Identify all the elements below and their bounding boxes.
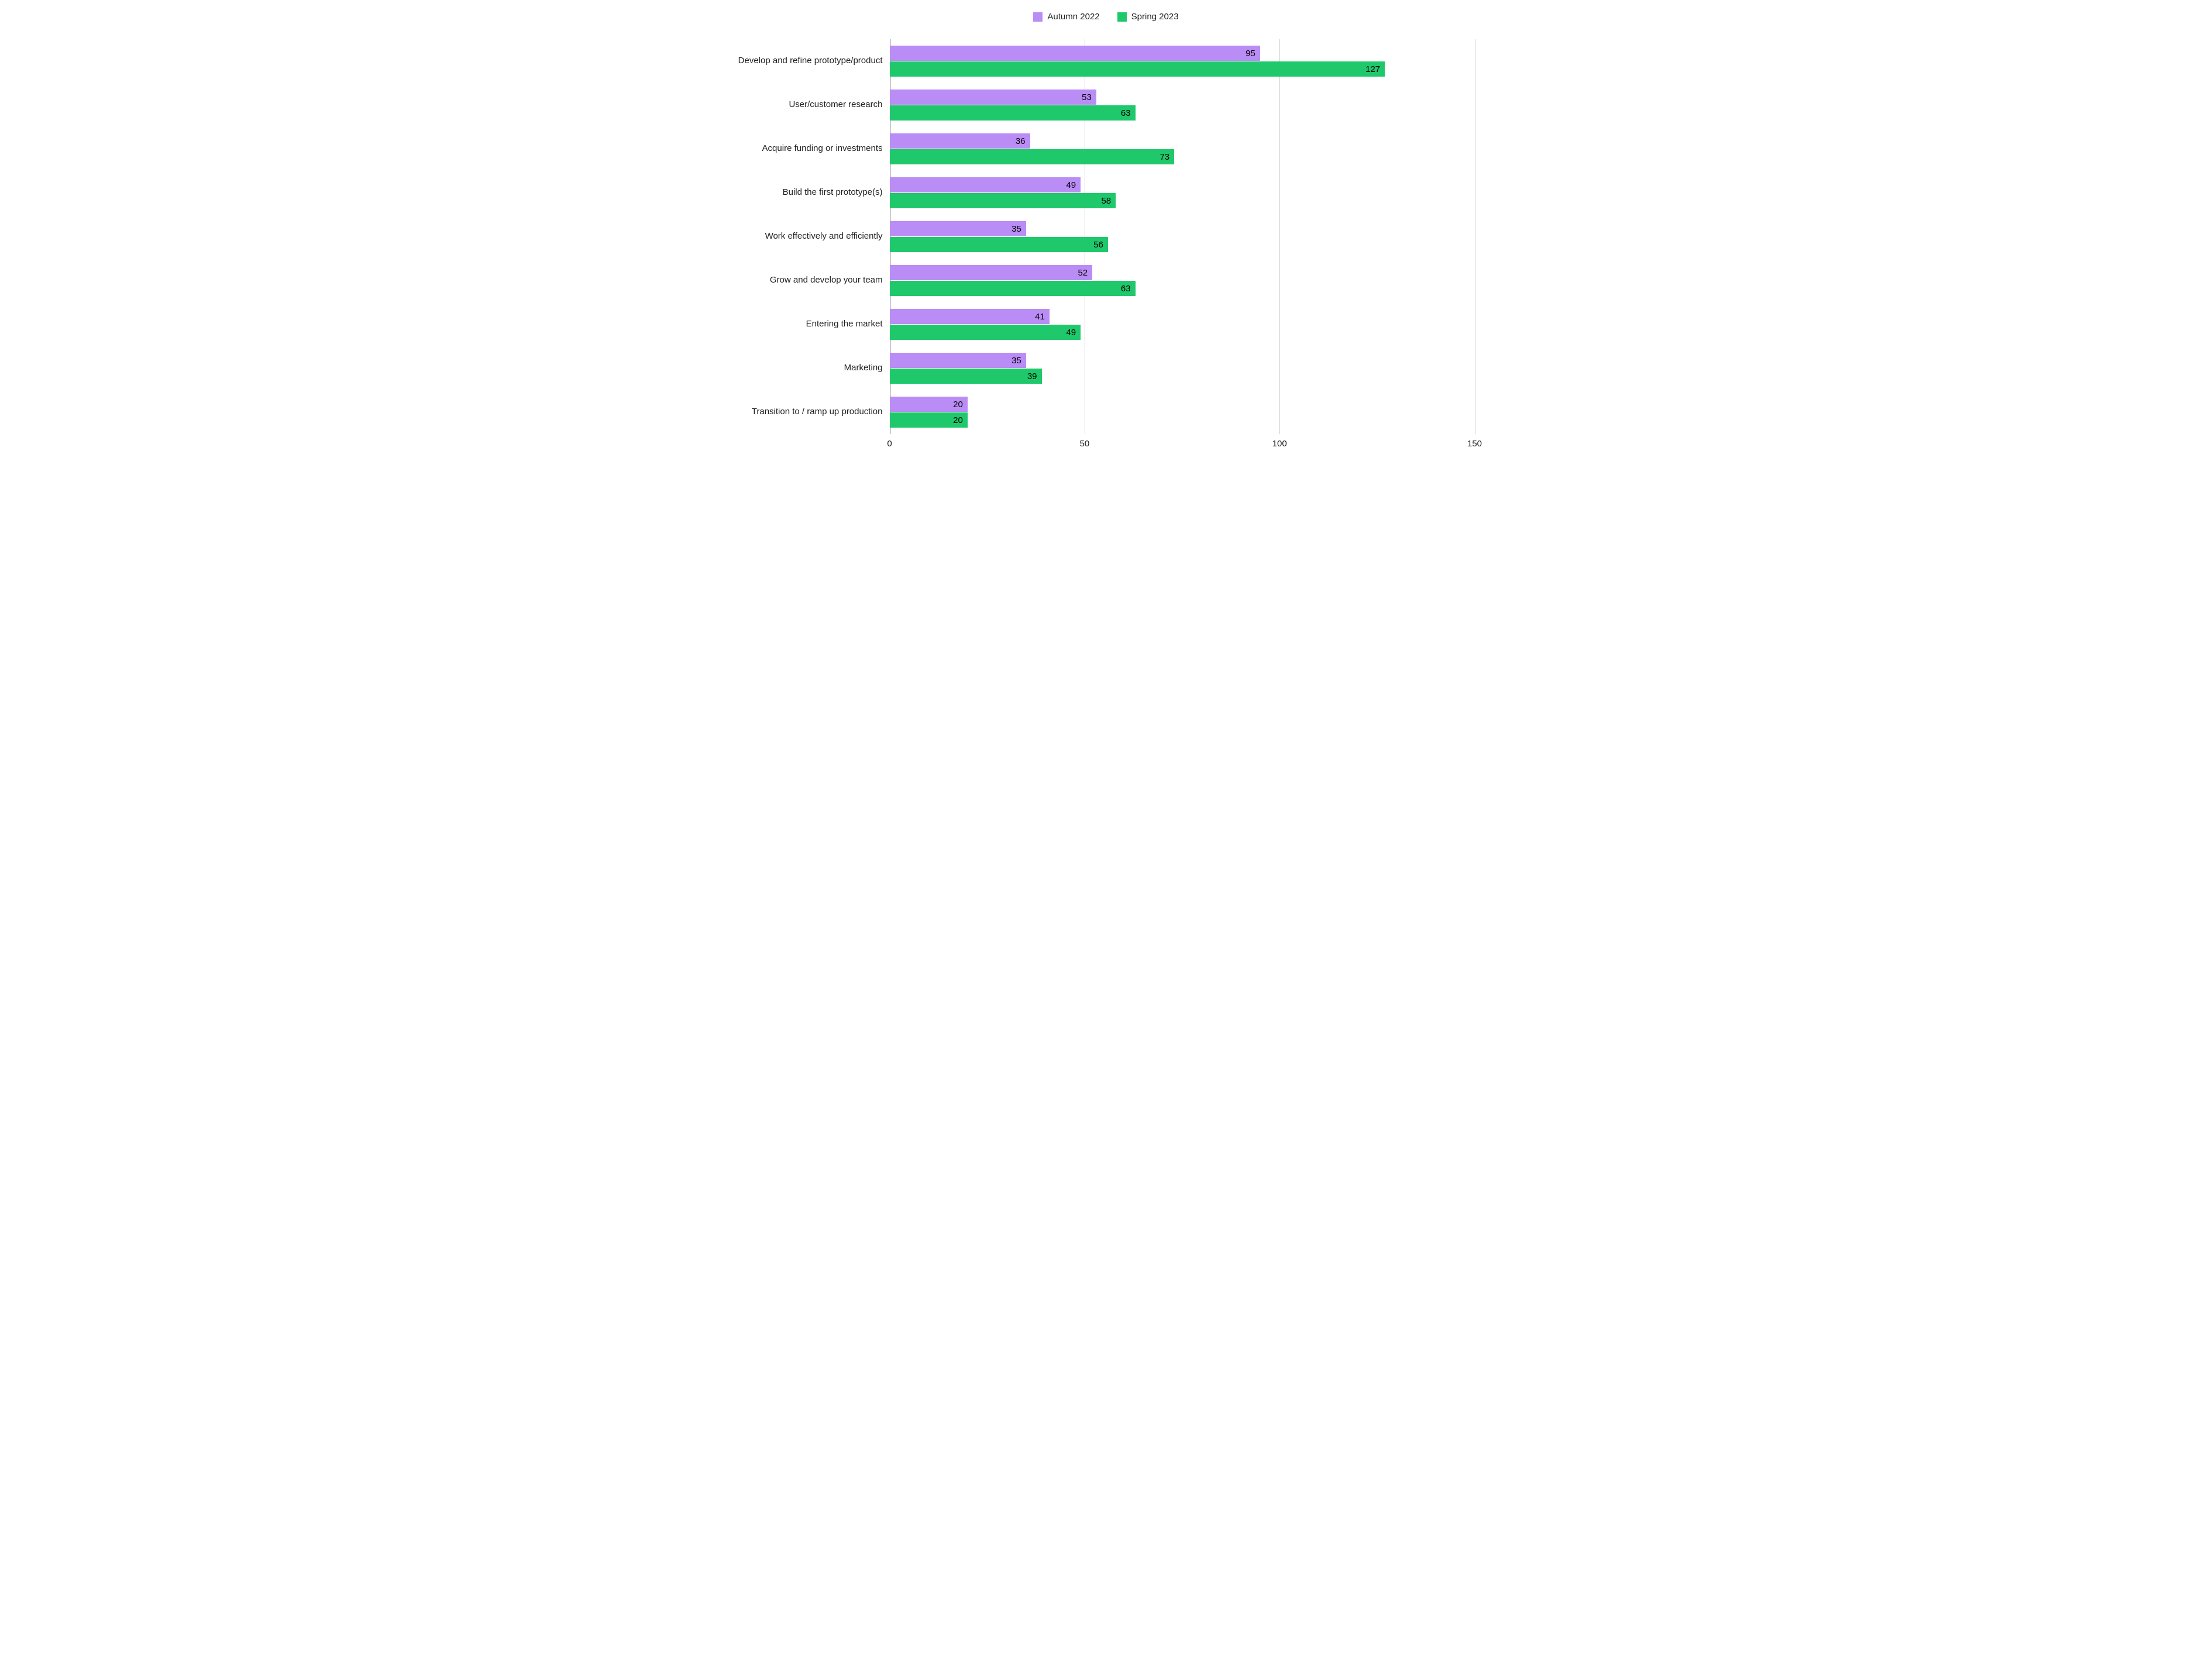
category-row: Marketing 35 39 [738, 346, 1475, 390]
bar-value-label: 53 [1082, 92, 1092, 102]
bar-value-label: 56 [1093, 240, 1103, 250]
bar-spring_2023: 127 [890, 61, 1385, 77]
legend-item-spring_2023: Spring 2023 [1117, 12, 1179, 22]
x-tick-label: 50 [1079, 439, 1089, 449]
x-axis: 050100150 [738, 436, 1475, 450]
bar-spring_2023: 49 [890, 325, 1081, 340]
category-label: Transition to / ramp up production [738, 390, 890, 434]
x-axis-ticks: 050100150 [890, 436, 1475, 450]
bar-spring_2023: 20 [890, 412, 968, 428]
chart: Autumn 2022 Spring 2023 Develop and refin… [738, 12, 1475, 450]
bar-value-label: 63 [1121, 284, 1131, 294]
plot-area: Develop and refine prototype/product 95 12… [738, 39, 1475, 434]
bar-autumn_2022: 53 [890, 90, 1096, 105]
category-bars: 35 56 [890, 215, 1475, 259]
category-label: Entering the market [738, 302, 890, 346]
category-row: Transition to / ramp up production2020 [738, 390, 1475, 434]
bar-autumn_2022: 35 [890, 221, 1026, 236]
legend: Autumn 2022 Spring 2023 [738, 12, 1475, 22]
bar-value-label: 73 [1160, 152, 1169, 162]
bar-value-label: 41 [1035, 312, 1045, 322]
bar-value-label: 35 [1012, 356, 1021, 366]
bar-value-label: 39 [1027, 371, 1037, 381]
category-row: Entering the market 41 49 [738, 302, 1475, 346]
bar-spring_2023: 58 [890, 193, 1116, 208]
legend-item-autumn_2022: Autumn 2022 [1033, 12, 1099, 22]
categories: Develop and refine prototype/product 95 12… [738, 39, 1475, 434]
legend-swatch [1117, 12, 1127, 22]
category-bars: 52 63 [890, 259, 1475, 302]
bar-value-label: 36 [1016, 136, 1026, 146]
bar-value-label: 20 [953, 415, 963, 425]
category-row: Acquire funding or investments 36 73 [738, 127, 1475, 171]
category-label: Build the first prototype(s) [738, 171, 890, 215]
category-bars: 41 49 [890, 302, 1475, 346]
category-row: Develop and refine prototype/product 95 12… [738, 39, 1475, 83]
category-label: Acquire funding or investments [738, 127, 890, 171]
category-bars: 2020 [890, 390, 1475, 434]
category-row: Work effectively and efficiently 35 56 [738, 215, 1475, 259]
category-bars: 35 39 [890, 346, 1475, 390]
legend-label: Spring 2023 [1131, 12, 1179, 22]
category-bars: 36 73 [890, 127, 1475, 171]
category-bars: 49 58 [890, 171, 1475, 215]
bar-spring_2023: 73 [890, 149, 1175, 164]
x-tick-label: 0 [887, 439, 892, 449]
bar-autumn_2022: 35 [890, 353, 1026, 368]
x-tick-label: 150 [1467, 439, 1482, 449]
legend-label: Autumn 2022 [1047, 12, 1099, 22]
category-label: Marketing [738, 346, 890, 390]
legend-swatch [1033, 12, 1043, 22]
bar-autumn_2022: 49 [890, 177, 1081, 192]
bar-value-label: 20 [953, 400, 963, 410]
x-tick-label: 100 [1272, 439, 1287, 449]
bar-value-label: 49 [1066, 328, 1076, 338]
bar-autumn_2022: 36 [890, 133, 1030, 149]
bar-value-label: 63 [1121, 108, 1131, 118]
bar-spring_2023: 56 [890, 237, 1108, 252]
bar-value-label: 52 [1078, 268, 1088, 278]
bar-autumn_2022: 52 [890, 265, 1093, 280]
bar-value-label: 95 [1246, 49, 1255, 59]
bar-value-label: 49 [1066, 180, 1076, 190]
category-bars: 53 63 [890, 83, 1475, 127]
category-row: User/customer research 53 63 [738, 83, 1475, 127]
category-row: Grow and develop your team 52 63 [738, 259, 1475, 302]
category-bars: 95 127 [890, 39, 1475, 83]
bar-value-label: 127 [1365, 64, 1380, 74]
category-label: User/customer research [738, 83, 890, 127]
category-label: Work effectively and efficiently [738, 215, 890, 259]
category-row: Build the first prototype(s) 49 58 [738, 171, 1475, 215]
bar-autumn_2022: 41 [890, 309, 1050, 324]
category-label: Grow and develop your team [738, 259, 890, 302]
bar-spring_2023: 63 [890, 281, 1136, 296]
category-label: Develop and refine prototype/product [738, 39, 890, 83]
bar-autumn_2022: 95 [890, 46, 1260, 61]
bar-value-label: 58 [1101, 196, 1111, 206]
bar-value-label: 35 [1012, 224, 1021, 234]
bar-spring_2023: 63 [890, 105, 1136, 121]
bar-autumn_2022: 20 [890, 397, 968, 412]
bar-spring_2023: 39 [890, 369, 1042, 384]
